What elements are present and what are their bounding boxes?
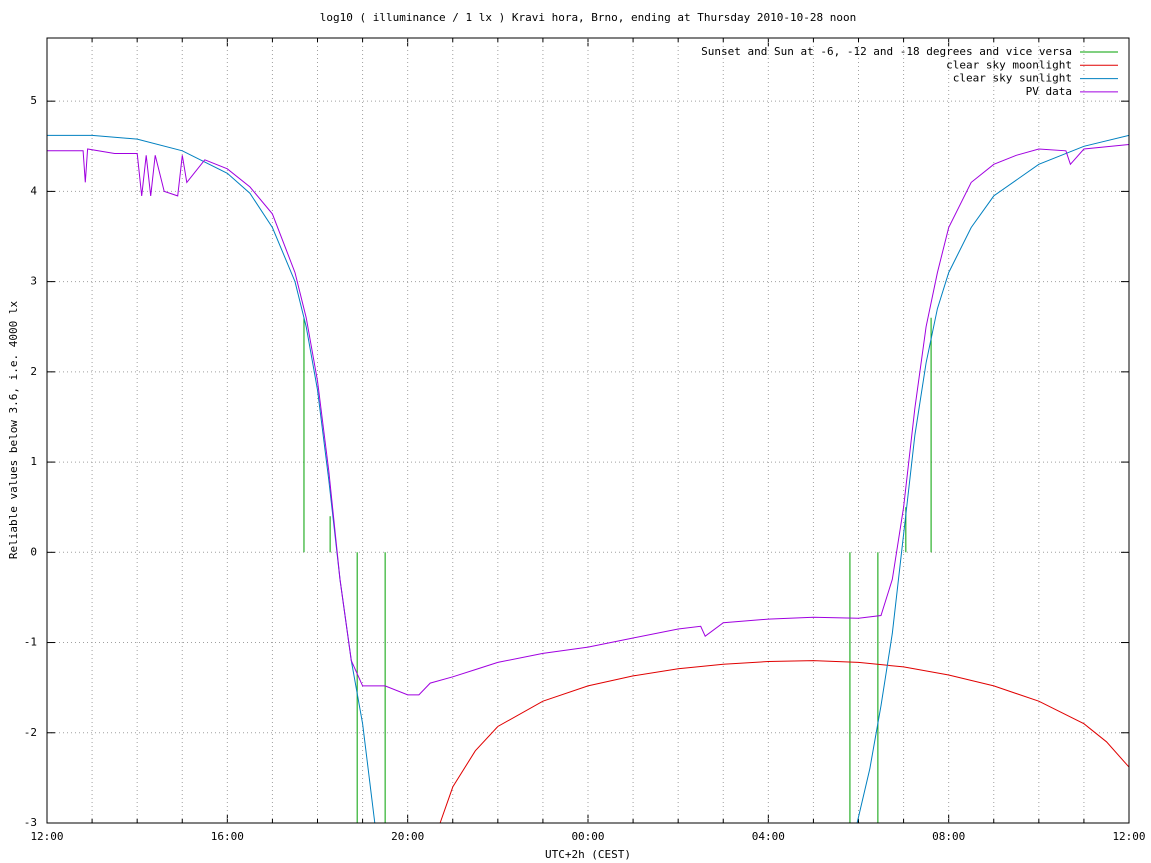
x-tick-label: 20:00 [391, 830, 424, 843]
y-tick-label: -2 [24, 726, 37, 739]
y-tick-label: 5 [30, 94, 37, 107]
y-tick-label: 2 [30, 365, 37, 378]
y-axis-label: Reliable values below 3.6, i.e. 4000 lx [7, 300, 20, 559]
y-tick-label: 3 [30, 275, 37, 288]
legend-label: clear sky sunlight [953, 72, 1072, 85]
y-tick-label: 0 [30, 545, 37, 558]
y-tick-label: -3 [24, 816, 37, 829]
chart-title: log10 ( illuminance / 1 lx ) Kravi hora,… [320, 11, 856, 24]
x-tick-label: 04:00 [752, 830, 785, 843]
series-line [439, 660, 1129, 823]
plot-area [47, 134, 1129, 823]
x-axis-label: UTC+2h (CEST) [545, 848, 631, 861]
y-tick-label: 1 [30, 455, 37, 468]
legend-label: Sunset and Sun at -6, -12 and -18 degree… [701, 45, 1072, 58]
x-tick-label: 12:00 [1112, 830, 1145, 843]
x-tick-label: 16:00 [211, 830, 244, 843]
x-tick-label: 12:00 [30, 830, 63, 843]
x-tick-label: 08:00 [932, 830, 965, 843]
y-tick-label: -1 [24, 636, 37, 649]
legend-label: clear sky moonlight [946, 58, 1072, 71]
y-tick-label: 4 [30, 184, 37, 197]
plot-frame [46, 37, 1130, 824]
legend-label: PV data [1026, 85, 1072, 98]
x-tick-label: 00:00 [571, 830, 604, 843]
series-line [47, 144, 1129, 696]
